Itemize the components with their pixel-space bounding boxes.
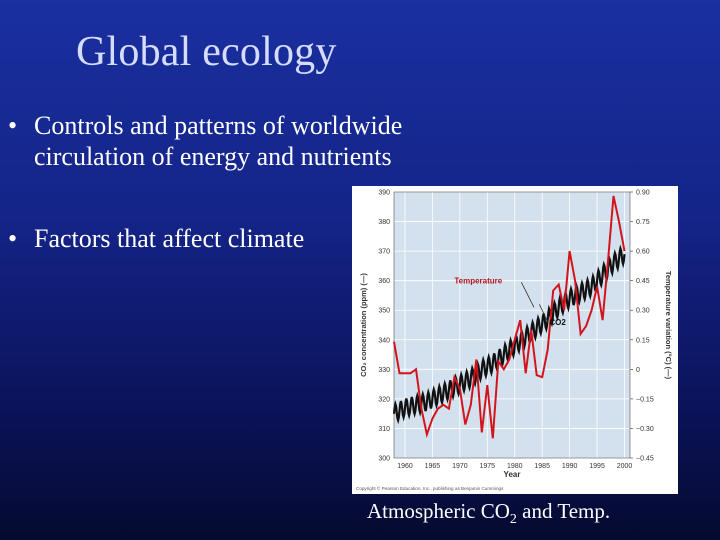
temperature-annotation-arrow (520, 281, 535, 308)
left-tick-label: 360 (378, 278, 390, 285)
caption-suffix: and Temp. (516, 499, 611, 523)
x-tick-label: 1975 (480, 463, 496, 470)
plot-area (394, 192, 630, 458)
co2-temperature-figure: 300 310 320 330 340 350 360 370 380 390 −0.45 −0.3… (352, 186, 678, 494)
right-tick-label: 0.30 (636, 308, 650, 315)
bullet-text: Controls and patterns of worldwide circu… (34, 111, 403, 171)
left-tick-label: 380 (378, 219, 390, 226)
left-tick-label: 390 (378, 190, 390, 197)
right-tick-label: 0.75 (636, 219, 650, 226)
left-tick-label: 300 (378, 456, 390, 463)
figure-caption: Atmospheric CO2 and Temp. (367, 499, 610, 528)
right-tick-label: 0.90 (636, 190, 650, 197)
grid-lines (393, 191, 631, 459)
left-tick-label: 310 (378, 426, 390, 433)
copyright-notice: Copyright © Pearson Education, Inc., pub… (356, 485, 504, 491)
left-axis-label: CO₂ concentration (ppm) (—) (359, 273, 368, 377)
left-tick-label: 340 (378, 337, 390, 344)
right-tick-label: 0 (636, 367, 640, 374)
x-tick-label: 1970 (452, 463, 468, 470)
left-axis-ticks: 300 310 320 330 340 350 360 370 380 390 (378, 190, 390, 463)
x-tick-label: 1980 (507, 463, 523, 470)
x-tick-label: 1965 (425, 463, 441, 470)
x-axis-ticks: 1960 1965 1970 1975 1980 1985 1990 1995 2000 (397, 463, 632, 470)
co2-series-line (392, 244, 626, 425)
co2-annotation: CO2 (549, 318, 566, 327)
right-tick-label: −0.30 (636, 426, 654, 433)
slide-title: Global ecology (76, 29, 337, 75)
right-axis-label: Temperature variation (°C) (—) (664, 271, 673, 380)
left-tick-label: 330 (378, 367, 390, 374)
co2-temperature-chart: 300 310 320 330 340 350 360 370 380 390 −0.45 −0.3… (356, 190, 673, 492)
bullet-text: Factors that affect climate (34, 224, 305, 253)
x-tick-label: 1995 (589, 463, 605, 470)
caption-subscript: 2 (509, 512, 517, 528)
left-tick-label: 350 (378, 308, 390, 315)
right-tick-label: −0.15 (636, 396, 654, 403)
x-tick-label: 1990 (562, 463, 578, 470)
co2-annotation-arrow (539, 304, 549, 323)
x-tick-label: 2000 (617, 463, 633, 470)
right-axis-ticks: −0.45 −0.30 −0.15 0 0.15 0.30 0.45 0.60 0.75 0.90 (630, 190, 654, 463)
x-tick-label: 1960 (397, 463, 413, 470)
left-tick-label: 370 (378, 249, 390, 256)
right-tick-label: 0.60 (636, 249, 650, 256)
right-tick-label: 0.15 (636, 337, 650, 344)
caption-prefix: Atmospheric CO (367, 499, 510, 523)
plot-border (393, 191, 631, 459)
bullet-marker: • (8, 224, 18, 253)
x-axis-label: Year (504, 470, 521, 479)
bullet-marker: • (8, 111, 18, 140)
temperature-annotation: Temperature (454, 277, 502, 286)
left-tick-label: 320 (378, 396, 390, 403)
right-tick-label: 0.45 (636, 278, 650, 285)
x-tick-label: 1985 (534, 463, 550, 470)
right-tick-label: −0.45 (636, 456, 654, 463)
temperature-series-line (393, 195, 626, 439)
